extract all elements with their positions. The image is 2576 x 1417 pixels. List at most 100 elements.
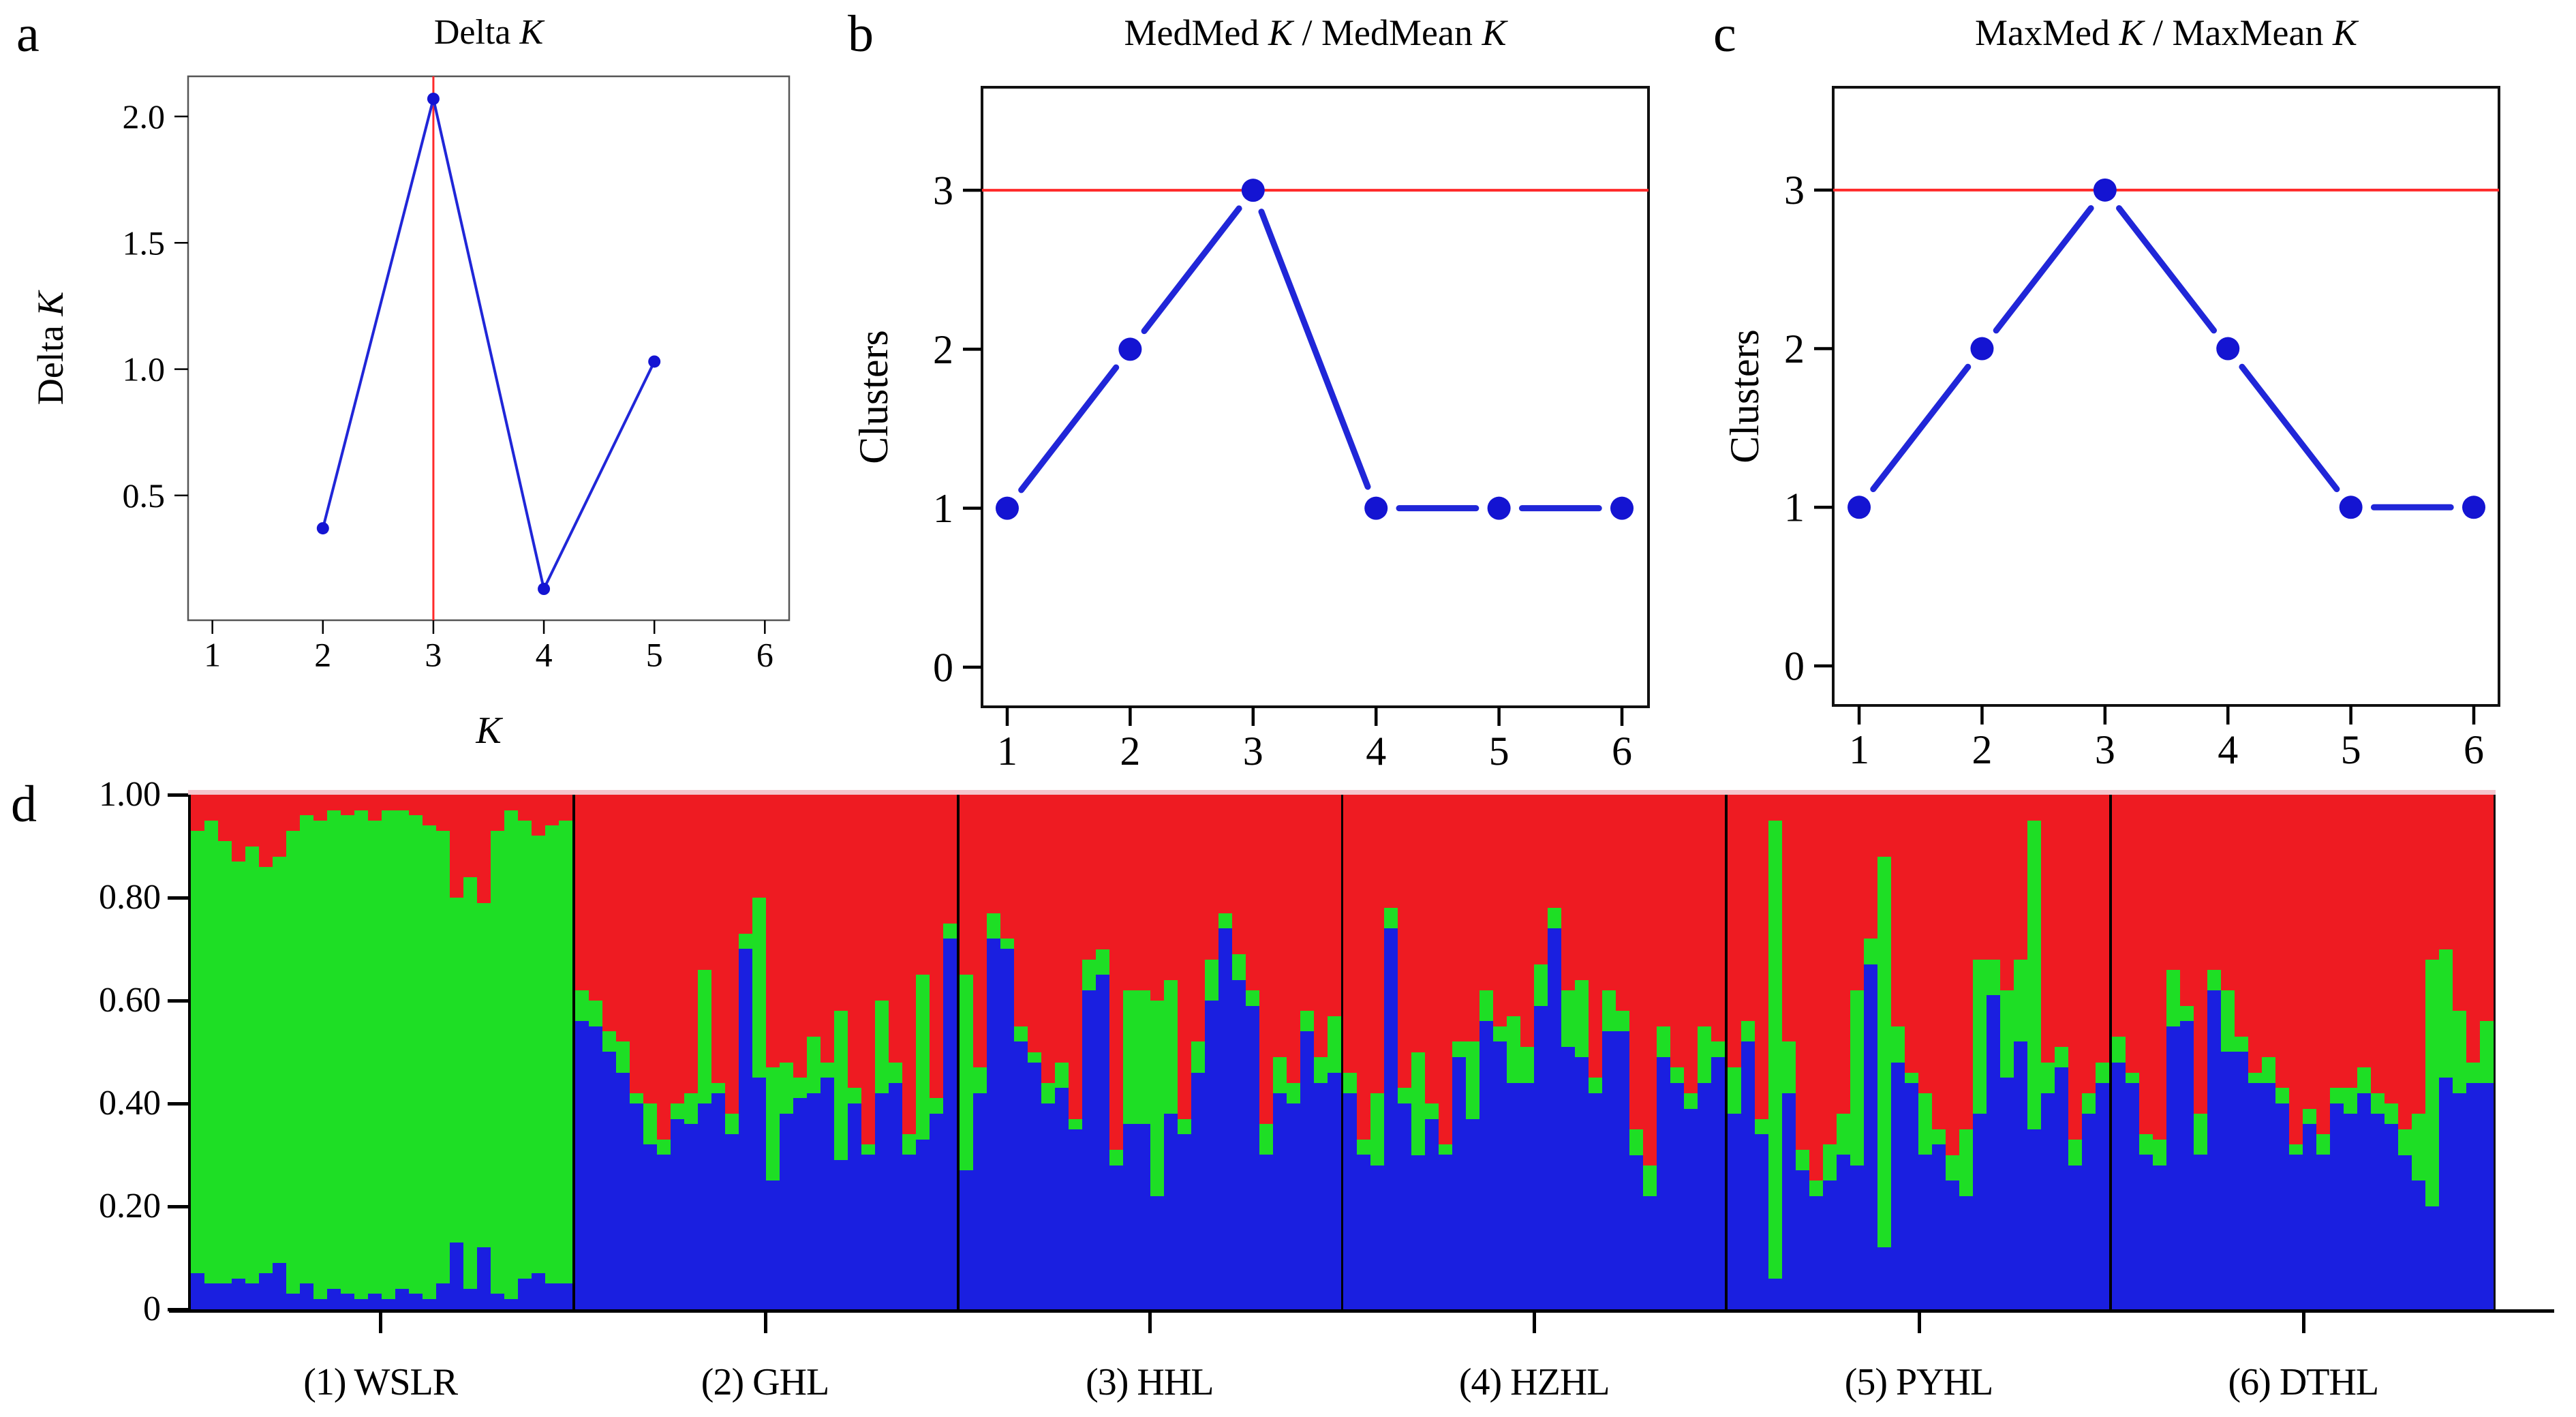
admixture-bar bbox=[273, 795, 286, 1309]
bar-segment-blue bbox=[423, 1298, 436, 1309]
bar-segment-red bbox=[1095, 795, 1109, 949]
bar-segment-blue bbox=[929, 1114, 943, 1309]
admixture-bar bbox=[2439, 795, 2453, 1309]
admixture-bar bbox=[1548, 795, 1562, 1309]
bar-segment-green bbox=[2344, 1088, 2358, 1114]
admixture-bar bbox=[1163, 795, 1178, 1309]
population-group bbox=[191, 795, 575, 1309]
admixture-bar bbox=[1602, 795, 1616, 1309]
admixture-bar bbox=[2194, 795, 2208, 1309]
series-line bbox=[1018, 364, 1120, 493]
bar-segment-red bbox=[1932, 795, 1946, 1129]
bar-segment-green bbox=[1231, 954, 1246, 980]
bar-segment-blue bbox=[1398, 1103, 1412, 1309]
admixture-bar bbox=[504, 795, 518, 1309]
admixture-bar bbox=[1796, 795, 1810, 1309]
bar-segment-red bbox=[1191, 795, 1205, 1042]
bar-segment-red bbox=[1068, 795, 1082, 1119]
admixture-bar bbox=[518, 795, 532, 1309]
y-tick-label: 2 bbox=[933, 327, 953, 372]
bar-segment-red bbox=[1850, 795, 1865, 990]
bar-segment-red bbox=[1616, 795, 1630, 1011]
bar-segment-green bbox=[2357, 1067, 2372, 1093]
bar-segment-blue bbox=[752, 1078, 766, 1309]
bar-segment-red bbox=[2126, 795, 2140, 1073]
bar-segment-blue bbox=[1507, 1082, 1521, 1309]
admixture-bar bbox=[861, 795, 875, 1309]
bar-segment-green bbox=[313, 820, 327, 1299]
bar-segment-blue bbox=[2000, 1078, 2014, 1309]
bar-segment-blue bbox=[1327, 1072, 1341, 1309]
bar-segment-green bbox=[2262, 1057, 2276, 1083]
bar-segment-blue bbox=[1452, 1057, 1467, 1309]
bar-segment-red bbox=[1218, 795, 1232, 913]
bar-segment-red bbox=[833, 795, 848, 1011]
bar-segment-blue bbox=[2480, 1082, 2494, 1309]
bar-segment-red bbox=[368, 795, 382, 821]
bar-segment-blue bbox=[1643, 1195, 1657, 1309]
bar-segment-blue bbox=[1041, 1103, 1055, 1309]
bar-segment-green bbox=[2000, 990, 2014, 1078]
bar-segment-red bbox=[2194, 795, 2208, 1114]
admixture-bar bbox=[738, 795, 752, 1309]
admixture-bar bbox=[1479, 795, 1494, 1309]
y-tick-label: 1 bbox=[1784, 485, 1805, 530]
bar-segment-red bbox=[902, 795, 916, 1135]
bar-segment-green bbox=[477, 902, 491, 1248]
bar-segment-blue bbox=[1932, 1144, 1946, 1309]
bar-segment-red bbox=[1602, 795, 1616, 990]
bar-segment-blue bbox=[1493, 1041, 1507, 1309]
y-tick-label: 0.5 bbox=[123, 476, 166, 515]
admixture-bar bbox=[602, 795, 616, 1309]
bar-segment-red bbox=[491, 795, 504, 831]
admixture-bar bbox=[779, 795, 793, 1309]
admixture-bar bbox=[1741, 795, 1755, 1309]
population-group bbox=[2112, 795, 2494, 1309]
bar-segment-red bbox=[959, 795, 973, 975]
bar-segment-green bbox=[2068, 1139, 2083, 1165]
bar-segment-blue bbox=[2139, 1155, 2153, 1309]
bar-segment-red bbox=[1479, 795, 1494, 990]
bar-segment-green bbox=[643, 1103, 657, 1145]
bar-segment-red bbox=[2303, 795, 2317, 1109]
bar-segment-blue bbox=[2153, 1165, 2167, 1309]
bar-segment-blue bbox=[959, 1170, 973, 1309]
bar-segment-red bbox=[2027, 795, 2042, 821]
bar-segment-blue bbox=[1987, 995, 2001, 1309]
admixture-bar bbox=[806, 795, 821, 1309]
admixture-bar bbox=[2096, 795, 2110, 1309]
bar-segment-blue bbox=[711, 1093, 725, 1309]
admixture-bar bbox=[1231, 795, 1246, 1309]
bar-segment-blue bbox=[2166, 1026, 2181, 1309]
bar-segment-blue bbox=[2027, 1129, 2042, 1309]
bar-segment-green bbox=[2385, 1103, 2399, 1125]
bar-segment-blue bbox=[1068, 1129, 1082, 1309]
bar-segment-red bbox=[1370, 795, 1385, 1093]
admixture-top-strip bbox=[188, 790, 2496, 795]
admixture-bar bbox=[1150, 795, 1164, 1309]
y-tick bbox=[168, 999, 188, 1003]
admixture-bar bbox=[793, 795, 807, 1309]
bar-segment-blue bbox=[1711, 1057, 1726, 1309]
bar-segment-red bbox=[1452, 795, 1467, 1042]
bar-segment-red bbox=[2453, 795, 2467, 1011]
admixture-bar bbox=[1425, 795, 1439, 1309]
admixture-bar bbox=[2371, 795, 2385, 1309]
bar-segment-blue bbox=[861, 1155, 875, 1309]
bar-segment-green bbox=[929, 1098, 943, 1114]
bar-segment-green bbox=[1122, 990, 1137, 1125]
admixture-bar bbox=[1272, 795, 1287, 1309]
population-label: (3) HHL bbox=[1086, 1361, 1214, 1403]
bar-segment-red bbox=[1864, 795, 1878, 939]
population-group bbox=[1728, 795, 2113, 1309]
bar-segment-red bbox=[629, 795, 643, 1093]
bar-segment-blue bbox=[806, 1093, 821, 1309]
bar-segment-red bbox=[2385, 795, 2399, 1103]
bar-segment-green bbox=[1204, 959, 1218, 1001]
admixture-bar bbox=[2082, 795, 2096, 1309]
bar-segment-red bbox=[2439, 795, 2453, 949]
bar-segment-green bbox=[833, 1011, 848, 1161]
bar-segment-green bbox=[724, 1114, 739, 1135]
admixture-bar bbox=[1850, 795, 1865, 1309]
bar-segment-red bbox=[874, 795, 889, 1001]
